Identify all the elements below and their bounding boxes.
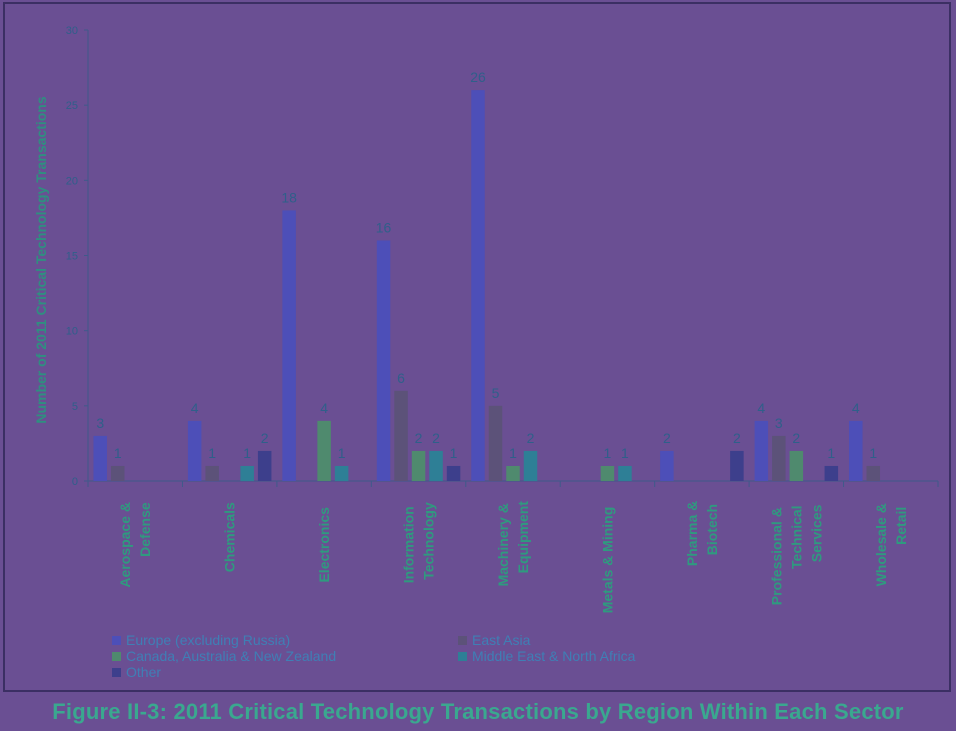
bar (849, 420, 863, 481)
bar-value-label: 26 (470, 69, 486, 85)
bar (187, 420, 202, 481)
bar (282, 210, 296, 481)
bar (866, 465, 881, 481)
x-category-label-text: Aerospace & Defense (117, 502, 153, 588)
x-category-label: Aerospace & Defense (117, 502, 153, 588)
bar (334, 465, 349, 481)
legend-label: Other (126, 664, 161, 680)
chart-bars (93, 90, 881, 481)
x-category-label-text: Pharma & Biotech (684, 501, 720, 566)
bar-value-label: 1 (869, 445, 877, 461)
x-category-label-text: Wholesale & Retail (873, 503, 909, 586)
bar-value-label: 4 (320, 400, 328, 416)
y-axis-label: Number of 2011 Critical Technology Trans… (33, 96, 49, 423)
bar-value-label: 1 (450, 445, 458, 461)
bar (317, 420, 331, 481)
x-category-label: Electronics (316, 507, 332, 583)
bar (772, 435, 786, 481)
legend-swatch (112, 668, 121, 677)
bar (789, 450, 804, 481)
bar (93, 435, 107, 481)
chart-category-labels: Aerospace & Defense Chemicals Electronics In… (117, 501, 909, 614)
bar (523, 450, 538, 481)
bar-value-label: 1 (604, 445, 612, 461)
bar-value-label: 3 (775, 415, 783, 431)
bar-value-label: 1 (509, 445, 517, 461)
legend-swatch (458, 652, 467, 661)
legend-label: Europe (excluding Russia) (126, 632, 290, 648)
bar (600, 465, 615, 481)
bar-value-label: 2 (792, 430, 800, 446)
bar-value-label: 3 (96, 415, 104, 431)
x-category-label: Pharma & Biotech (684, 501, 720, 566)
bar-value-label: 1 (243, 445, 251, 461)
y-tick-label: 20 (66, 175, 78, 187)
legend-swatch (112, 652, 121, 661)
y-tick-label: 10 (66, 326, 78, 338)
bar-value-label: 2 (432, 430, 440, 446)
y-tick-label: 5 (72, 401, 78, 413)
bar (618, 465, 632, 481)
legend-swatch (458, 636, 467, 645)
x-category-label-text: Electronics (316, 507, 332, 583)
bar-value-label: 1 (621, 445, 629, 461)
bar-value-label: 4 (757, 400, 765, 416)
bar-value-label: 2 (261, 430, 269, 446)
bar (240, 465, 254, 481)
x-category-label: Professional & Technical Services (768, 504, 824, 605)
bar-value-label: 2 (733, 430, 741, 446)
x-category-label: Metals & Mining (599, 507, 615, 614)
bar (506, 465, 520, 481)
x-category-label-text: Machinery & Equipment (495, 501, 531, 587)
bar-value-label: 4 (852, 400, 860, 416)
y-tick-label: 0 (72, 476, 78, 488)
bar-value-label: 2 (415, 430, 423, 446)
bar-value-label: 5 (492, 385, 500, 401)
bar-value-label: 4 (191, 400, 199, 416)
x-category-label: Wholesale & Retail (873, 503, 909, 586)
bar-value-label: 1 (208, 445, 216, 461)
bar (824, 465, 839, 481)
legend-label: East Asia (472, 632, 531, 648)
y-tick-label: 30 (66, 25, 78, 37)
bar-value-label: 1 (338, 445, 346, 461)
bar-value-label: 18 (281, 189, 297, 205)
x-category-label: Information Technology (401, 502, 437, 583)
bar (376, 240, 391, 481)
y-tick-label: 25 (66, 100, 78, 112)
x-category-label: Machinery & Equipment (495, 501, 531, 587)
bar (471, 90, 485, 481)
figure-caption: Figure II-3: 2011 Critical Technology Tr… (52, 699, 904, 724)
bar-value-label: 1 (114, 445, 122, 461)
legend-label: Canada, Australia & New Zealand (126, 648, 336, 664)
legend-label: Middle East & North Africa (472, 648, 636, 664)
legend-swatch (112, 636, 121, 645)
bar-value-label: 2 (527, 430, 535, 446)
bar (257, 450, 272, 481)
bar (660, 450, 674, 481)
bar (110, 465, 125, 481)
bar (754, 420, 769, 481)
bar (488, 405, 503, 481)
bar (411, 450, 426, 481)
x-category-label: Chemicals (222, 502, 238, 572)
x-category-label-text: Professional & Technical Services (768, 504, 824, 605)
x-category-label-text: Metals & Mining (599, 507, 615, 614)
bar-value-label: 6 (397, 370, 405, 386)
bar (394, 390, 408, 481)
chart-legend: Europe (excluding Russia) East Asia Canada… (112, 632, 636, 680)
bar-value-label: 16 (376, 219, 392, 235)
bar (205, 465, 219, 481)
bar (730, 450, 744, 481)
y-tick-label: 15 (66, 251, 78, 263)
x-category-label-text: Information Technology (401, 502, 437, 583)
bar (446, 465, 461, 481)
x-category-label-text: Chemicals (222, 502, 238, 572)
bar-value-label: 1 (827, 445, 835, 461)
bar (429, 450, 443, 481)
bar-value-label: 2 (663, 430, 671, 446)
